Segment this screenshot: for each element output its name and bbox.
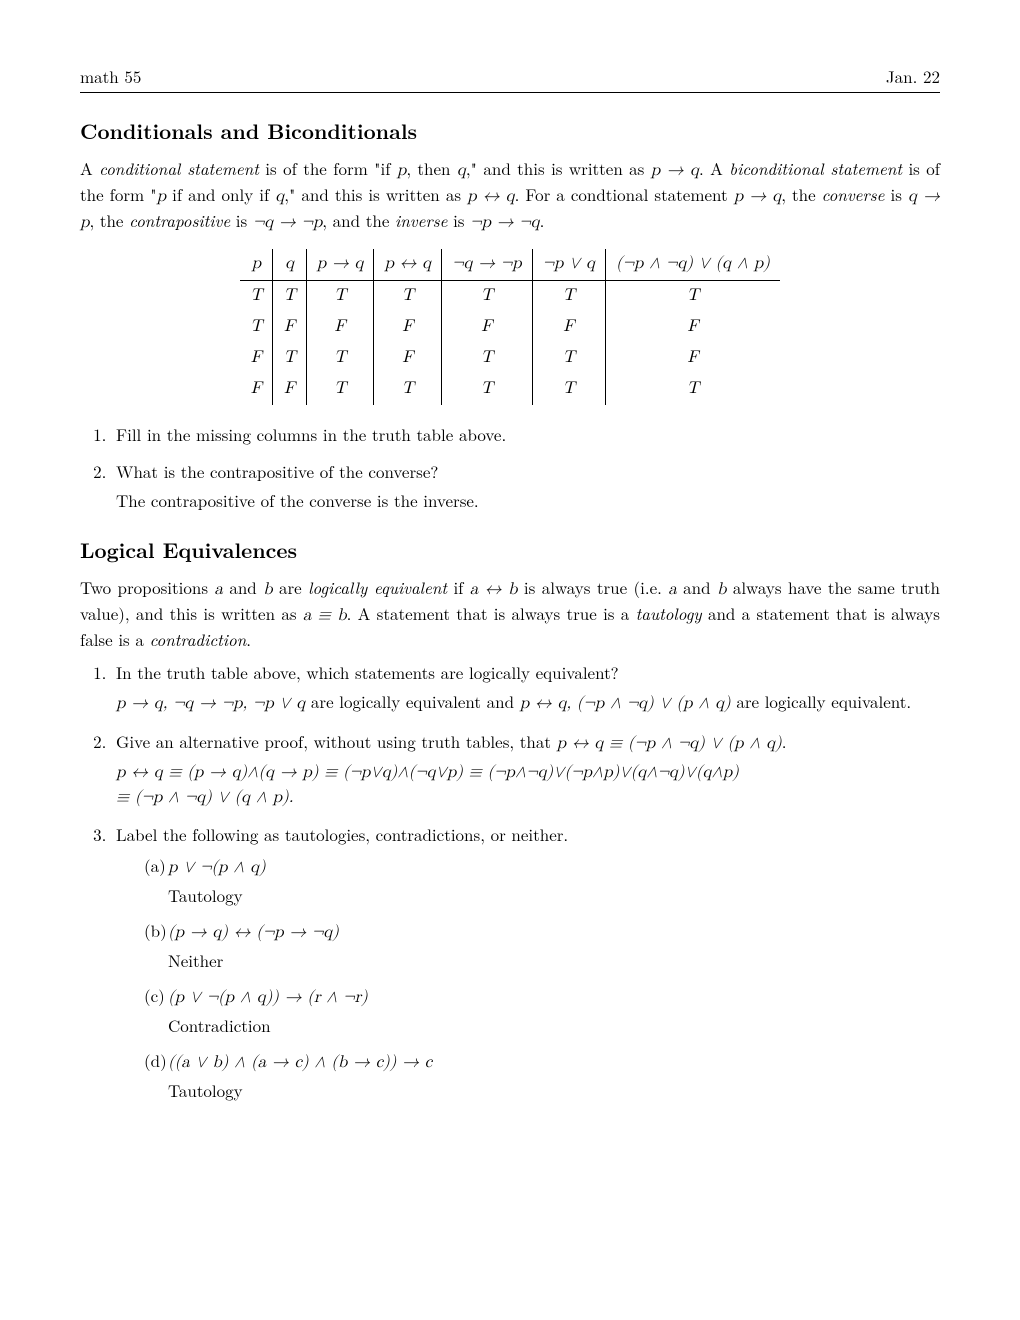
term-biconditional: biconditional statement: [729, 156, 902, 180]
term-contradiction: contradiction: [150, 627, 247, 651]
s2-q2: Give an alternative proof, without using…: [112, 730, 940, 810]
th-impl: p → q: [306, 249, 374, 280]
th-contra: ¬q → ¬p: [442, 249, 532, 280]
s2-q1: In the truth table above, which statemen…: [112, 661, 940, 716]
section-2-title: Logical Equivalences: [80, 536, 940, 564]
s1-q1: Fill in the missing columns in the truth…: [112, 423, 940, 446]
s2-q3-items: (a)p ∨ ¬(p ∧ q)Tautology (b)(p → q) ↔ (¬…: [116, 854, 940, 1102]
s2-q3-d: (d)((a ∨ b) ∧ (a → c) ∧ (b → c)) → cTaut…: [144, 1049, 940, 1102]
truth-table-wrap: p q p → q p ↔ q ¬q → ¬p ¬p ∨ q (¬p ∧ ¬q)…: [80, 249, 940, 405]
section-1-intro: A conditional statement is of the form "…: [80, 157, 940, 235]
term-converse: converse: [822, 182, 885, 206]
s2-a1: p → q, ¬q → ¬p, ¬p ∨ q are logically equ…: [116, 690, 940, 716]
table-row: TTTTTTT: [240, 281, 780, 312]
page-header: math 55 Jan. 22: [80, 65, 940, 88]
th-iff: p ↔ q: [374, 249, 442, 280]
s2-a2-line2: ≡ (¬p ∧ ¬q) ∨ (q ∧ p).: [116, 787, 940, 810]
section-2-intro: Two propositions a and b are logically e…: [80, 576, 940, 651]
table-row: TFFFFFF: [240, 312, 780, 343]
s2-a2-line1: p ↔ q ≡ (p → q)∧(q → p) ≡ (¬p∨q)∧(¬q∨p) …: [116, 762, 940, 785]
header-right: Jan. 22: [886, 65, 940, 88]
term-inverse: inverse: [395, 208, 447, 232]
section-1-questions: Fill in the missing columns in the truth…: [80, 423, 940, 512]
section-1-title: Conditionals and Biconditionals: [80, 117, 940, 145]
th-compound: (¬p ∧ ¬q) ∨ (q ∧ p): [605, 249, 779, 280]
s1-a2: The contrapositive of the converse is th…: [116, 489, 940, 512]
section-2-questions: In the truth table above, which statemen…: [80, 661, 940, 1102]
th-or: ¬p ∨ q: [532, 249, 605, 280]
s1-q2: What is the contrapositive of the conver…: [112, 460, 940, 512]
th-p: p: [240, 249, 273, 280]
truth-table: p q p → q p ↔ q ¬q → ¬p ¬p ∨ q (¬p ∧ ¬q)…: [240, 249, 780, 405]
term-logically-equivalent: logically equivalent: [308, 575, 447, 599]
header-rule: [80, 92, 940, 93]
header-left: math 55: [80, 65, 141, 88]
term-contrapositive: contrapositive: [129, 208, 230, 232]
th-q: q: [273, 249, 306, 280]
s2-q3: Label the following as tautologies, cont…: [112, 823, 940, 1101]
table-row: FTTFTTF: [240, 343, 780, 374]
s2-q3-b: (b)(p → q) ↔ (¬p → ¬q)Neither: [144, 919, 940, 972]
term-tautology: tautology: [636, 601, 702, 625]
s2-q3-c: (c)(p ∨ ¬(p ∧ q)) → (r ∧ ¬r)Contradictio…: [144, 984, 940, 1037]
truth-table-header-row: p q p → q p ↔ q ¬q → ¬p ¬p ∨ q (¬p ∧ ¬q)…: [240, 249, 780, 280]
s2-q3-a: (a)p ∨ ¬(p ∧ q)Tautology: [144, 854, 940, 907]
term-conditional: conditional statement: [99, 156, 259, 180]
table-row: FFTTTTT: [240, 374, 780, 405]
